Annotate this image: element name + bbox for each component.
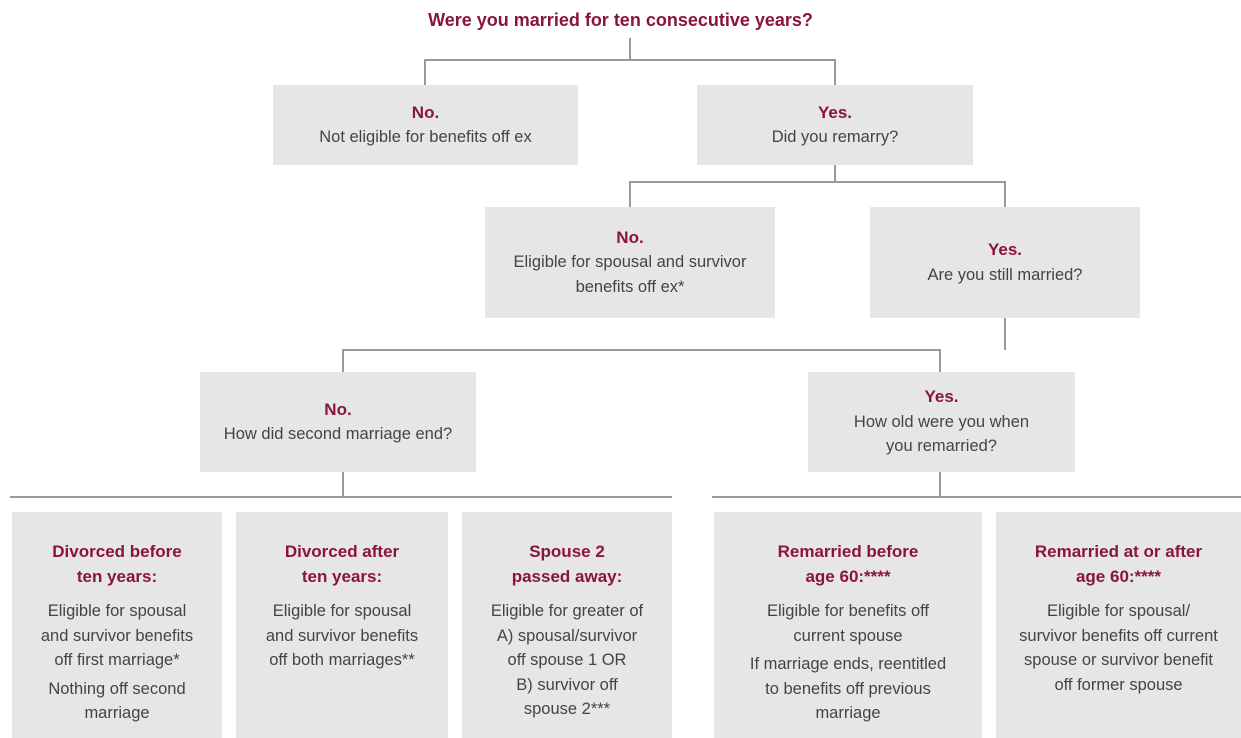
box-text: spouse or survivor benefit xyxy=(1024,651,1213,669)
box-heading: No. xyxy=(324,399,352,419)
decision-box: Yes. Did you remarry? xyxy=(697,85,973,165)
box-heading: Remarried before xyxy=(777,542,919,561)
box-heading: age 60:**** xyxy=(1075,566,1162,586)
box-text: to benefits off previous xyxy=(765,679,931,698)
box-heading: Yes. xyxy=(817,102,853,122)
box-text: Are you still married? xyxy=(927,265,1083,284)
box-text: Nothing off second xyxy=(48,679,186,698)
box-text: Eligible for benefits off xyxy=(766,602,930,620)
box-heading: Yes. xyxy=(924,387,959,407)
box-heading: Remarried at or after xyxy=(1034,542,1203,561)
decision-box: Yes. How old were you when you remarried? xyxy=(808,372,1075,472)
box-text: A) spousal/survivor xyxy=(496,626,638,645)
box-text: How old were you when xyxy=(853,412,1030,431)
box-text: marriage xyxy=(84,704,150,722)
box-heading: ten years: xyxy=(76,566,158,586)
box-text: Eligible for spousal and survivor xyxy=(513,253,747,272)
box-text: off first marriage* xyxy=(54,651,180,669)
decision-box: Divorced after ten years: Eligible for spo… xyxy=(236,512,448,738)
decision-box: Yes. Are you still married? xyxy=(870,207,1140,318)
box-text: off both marriages** xyxy=(269,651,415,669)
decision-box: Divorced before ten years: Eligible for sp… xyxy=(12,512,222,738)
box-text: Eligible for spousal xyxy=(47,602,187,620)
box-text: and survivor benefits xyxy=(40,626,194,645)
box-text: Eligible for spousal/ xyxy=(1046,602,1191,620)
decision-box: No. Eligible for spousal and survivor bene… xyxy=(485,207,775,318)
box-heading: age 60:**** xyxy=(805,566,891,586)
box-text: and survivor benefits xyxy=(265,626,419,645)
box-text: benefits off ex* xyxy=(575,277,685,296)
box-text: Did you remarry? xyxy=(771,128,899,146)
box-text: B) survivor off xyxy=(516,675,618,694)
box-heading: passed away: xyxy=(511,566,623,586)
box-heading: Divorced after xyxy=(284,542,400,561)
box-text: Not eligible for benefits off ex xyxy=(319,128,532,146)
box-heading: Yes. xyxy=(987,240,1023,259)
box-heading: Divorced before xyxy=(52,542,182,561)
box-text: survivor benefits off current xyxy=(1019,626,1218,645)
box-text: spouse 2*** xyxy=(523,700,611,718)
decision-box: Spouse 2 passed away: Eligible for greater… xyxy=(462,512,672,738)
box-text: current spouse xyxy=(793,626,903,645)
box-text: How did second marriage end? xyxy=(223,425,453,443)
box-text: Eligible for greater of xyxy=(490,602,644,620)
box-heading: No. xyxy=(411,102,440,122)
box-text: you remarried? xyxy=(886,437,997,456)
box-text: If marriage ends, reentitled xyxy=(749,655,947,673)
box-text: off former spouse xyxy=(1054,675,1183,694)
box-heading: ten years: xyxy=(301,566,383,586)
decision-box: No. Not eligible for benefits off ex xyxy=(273,85,578,165)
box-heading: Spouse 2 xyxy=(529,542,605,561)
box-heading: No. xyxy=(616,227,644,247)
box-text: off spouse 1 OR xyxy=(507,651,627,669)
box-text: marriage xyxy=(815,704,881,722)
decision-box: Remarried before age 60:**** Eligible for … xyxy=(714,512,982,738)
decision-box: Remarried at or after age 60:**** Eligible… xyxy=(996,512,1241,738)
question-title: Were you married for ten consecutive yea… xyxy=(428,10,813,30)
decision-box: No. How did second marriage end? xyxy=(200,372,476,472)
box-text: Eligible for spousal xyxy=(272,602,412,620)
